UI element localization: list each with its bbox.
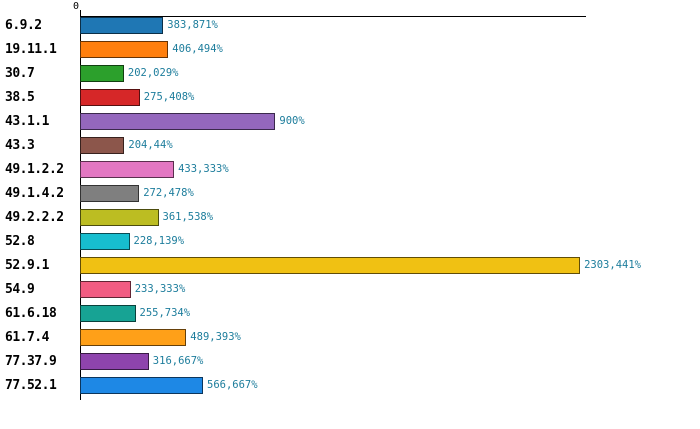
category-label: 77.52.1 [5,377,57,393]
bar [80,88,140,106]
bar-row: 77.52.1 566,667% [0,373,700,397]
bar-area: 202,029% [80,64,700,82]
bar [80,40,169,58]
bar [80,112,276,130]
bar-row: 43.1.1 900% [0,109,700,133]
bar [80,280,131,298]
x-axis-tick-label-zero: 0 [73,1,80,12]
bar-row: 38.5 275,408% [0,85,700,109]
bar-row: 52.9.1 2303,441% [0,253,700,277]
value-label: 2303,441% [584,259,641,271]
category-label: 61.6.18 [5,305,57,321]
category-label: 43.1.1 [5,113,49,129]
value-label: 361,538% [162,211,214,223]
bar [80,328,187,346]
bar [80,232,130,250]
bar [80,16,164,34]
value-label: 433,333% [178,163,229,175]
bar-row: 49.1.2.2 433,333% [0,157,700,181]
bar [80,208,159,226]
category-label: 49.1.2.2 [5,161,64,177]
value-label: 202,029% [127,67,179,79]
bar [80,256,581,274]
bar-row: 6.9.2 383,871% [0,13,700,37]
bar-row: 77.37.9 316,667% [0,349,700,373]
value-label: 489,393% [190,331,241,343]
bar-area: 233,333% [80,280,700,298]
bar-row: 30.7 202,029% [0,61,700,85]
bar-area: 275,408% [80,88,700,106]
category-label: 19.11.1 [5,41,57,57]
bar-area: 228,139% [80,232,700,250]
value-label: 228,139% [133,235,185,247]
bar-area: 204,44% [80,136,700,154]
bar-area: 489,393% [80,328,700,346]
category-label: 52.8 [5,233,35,249]
bar [80,160,175,178]
category-label: 38.5 [5,89,35,105]
value-label: 900% [279,115,305,127]
category-label: 49.2.2.2 [5,209,64,225]
bar-area: 361,538% [80,208,700,226]
category-label: 61.7.4 [5,329,49,345]
bar [80,64,124,82]
bar-row: 54.9 233,333% [0,277,700,301]
bar-area: 900% [80,112,700,130]
bar-row: 49.1.4.2 272,478% [0,181,700,205]
value-label: 275,408% [143,91,195,103]
category-label: 43.3 [5,137,35,153]
category-label: 77.37.9 [5,353,57,369]
value-label: 383,871% [167,19,218,31]
bar [80,376,203,394]
x-axis-line [80,16,586,17]
bar-area: 2303,441% [80,256,700,274]
bar-row: 52.8 228,139% [0,229,700,253]
value-label: 272,478% [143,187,194,199]
value-label: 316,667% [152,355,204,367]
bar-area: 272,478% [80,184,700,202]
bar [80,352,149,370]
category-label: 49.1.4.2 [5,185,64,201]
bar-row: 61.6.18 255,734% [0,301,700,325]
category-label: 6.9.2 [5,17,42,33]
bar-area: 383,871% [80,16,700,34]
bar-area: 255,734% [80,304,700,322]
bar-rows-container: 6.9.2 383,871% 19.11.1 406,494% 30.7 202,029%… [0,13,700,397]
category-label: 54.9 [5,281,35,297]
bar-area: 316,667% [80,352,700,370]
bar [80,136,125,154]
bar [80,184,140,202]
bar-row: 49.2.2.2 361,538% [0,205,700,229]
bar-row: 61.7.4 489,393% [0,325,700,349]
bar-area: 566,667% [80,376,700,394]
bar-row: 19.11.1 406,494% [0,37,700,61]
bar-area: 433,333% [80,160,700,178]
value-label: 255,734% [139,307,191,319]
category-label: 30.7 [5,65,35,81]
y-axis-line [80,10,81,400]
bar-area: 406,494% [80,40,700,58]
value-label: 566,667% [207,379,258,391]
value-label: 204,44% [128,139,173,151]
value-label: 406,494% [172,43,223,55]
category-label: 52.9.1 [5,257,49,273]
value-label: 233,333% [134,283,186,295]
bar [80,304,136,322]
bar-row: 43.3 204,44% [0,133,700,157]
